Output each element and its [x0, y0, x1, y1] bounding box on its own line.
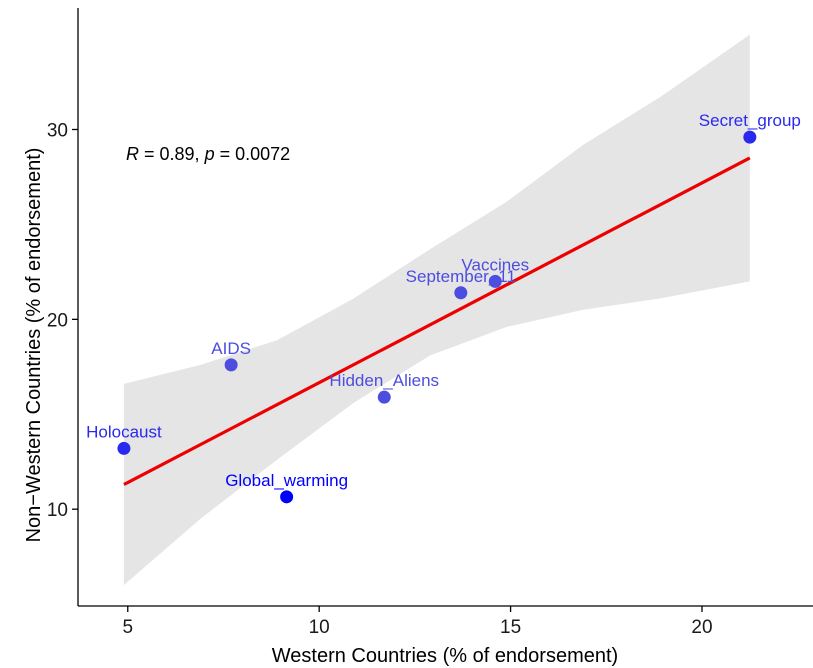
correlation-annotation: R = 0.89, p = 0.0072: [126, 144, 290, 164]
x-tick-label-20: 20: [691, 617, 712, 638]
x-tick-label-5: 5: [122, 617, 133, 638]
axes-layer: [77, 8, 813, 607]
point-label-secret-group: Secret_group: [699, 111, 801, 130]
y-axis-title: Non−Western Countries (% of endorsement): [23, 148, 45, 543]
point-label-vaccines: Vaccines: [461, 255, 529, 274]
p-symbol: p: [204, 144, 215, 164]
x-tick-label-10: 10: [309, 617, 330, 638]
data-point-september-11: [454, 286, 468, 300]
point-label-global-warming: Global_warming: [225, 471, 348, 490]
data-point-secret-group: [743, 130, 757, 144]
confidence-band: [123, 34, 750, 586]
regression-line-layer: [123, 156, 751, 486]
point-labels-layer: Holocaust AIDS Global_warming Hidden_Aliens…: [86, 111, 801, 490]
data-point-aids: [224, 358, 238, 372]
p-value: = 0.0072: [215, 144, 291, 164]
confidence-band-layer: [123, 34, 750, 586]
points-layer: [117, 130, 757, 504]
point-label-holocaust: Holocaust: [86, 422, 162, 441]
y-tick-label-10: 10: [47, 500, 68, 521]
r-value: = 0.89,: [139, 144, 205, 164]
point-label-september-11: September_11: [406, 267, 516, 286]
y-tick-label-30: 30: [47, 120, 68, 141]
data-point-hidden-aliens: [377, 390, 391, 404]
regression-line: [123, 156, 751, 486]
x-tick-label-15: 15: [500, 617, 521, 638]
data-point-vaccines: [488, 274, 502, 288]
point-label-hidden-aliens: Hidden_Aliens: [329, 371, 439, 390]
ticks-layer: 5 10 15 20 10 20 30: [47, 120, 713, 638]
y-tick-label-20: 20: [47, 310, 68, 331]
x-axis-title: Western Countries (% of endorsement): [272, 645, 618, 667]
data-point-holocaust: [117, 441, 131, 455]
point-label-aids: AIDS: [211, 339, 251, 358]
r-symbol: R: [126, 144, 139, 164]
data-point-global-warming: [280, 490, 294, 504]
